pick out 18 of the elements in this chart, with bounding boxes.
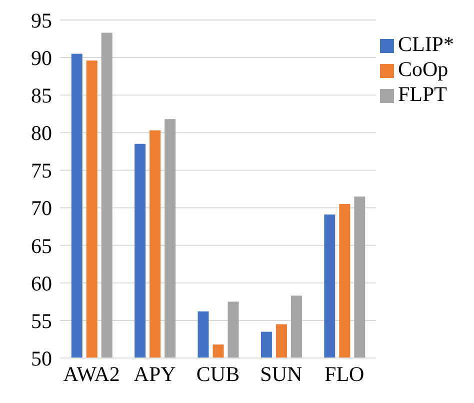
y-tick-label: 75 xyxy=(31,158,52,183)
y-tick-label: 95 xyxy=(31,8,52,32)
y-tick-label: 90 xyxy=(31,46,52,70)
x-tick-label: CUB xyxy=(196,362,240,386)
y-tick-label: 85 xyxy=(31,84,52,108)
x-tick-label: SUN xyxy=(260,362,302,386)
y-tick-label: 70 xyxy=(31,196,52,220)
x-tick-label: FLO xyxy=(324,362,364,386)
y-tick-label: 55 xyxy=(31,308,52,333)
legend-label: CoOp xyxy=(398,57,448,81)
y-tick-label: 50 xyxy=(31,346,52,370)
y-tick-label: 60 xyxy=(31,271,52,296)
y-tick-label: 65 xyxy=(31,234,52,258)
x-tick-label: APY xyxy=(134,362,176,386)
y-tick-label: 80 xyxy=(31,121,52,146)
legend-label: CLIP* xyxy=(398,32,454,56)
x-tick-label: AWA2 xyxy=(63,362,120,386)
legend-label: FLPT xyxy=(398,82,447,106)
